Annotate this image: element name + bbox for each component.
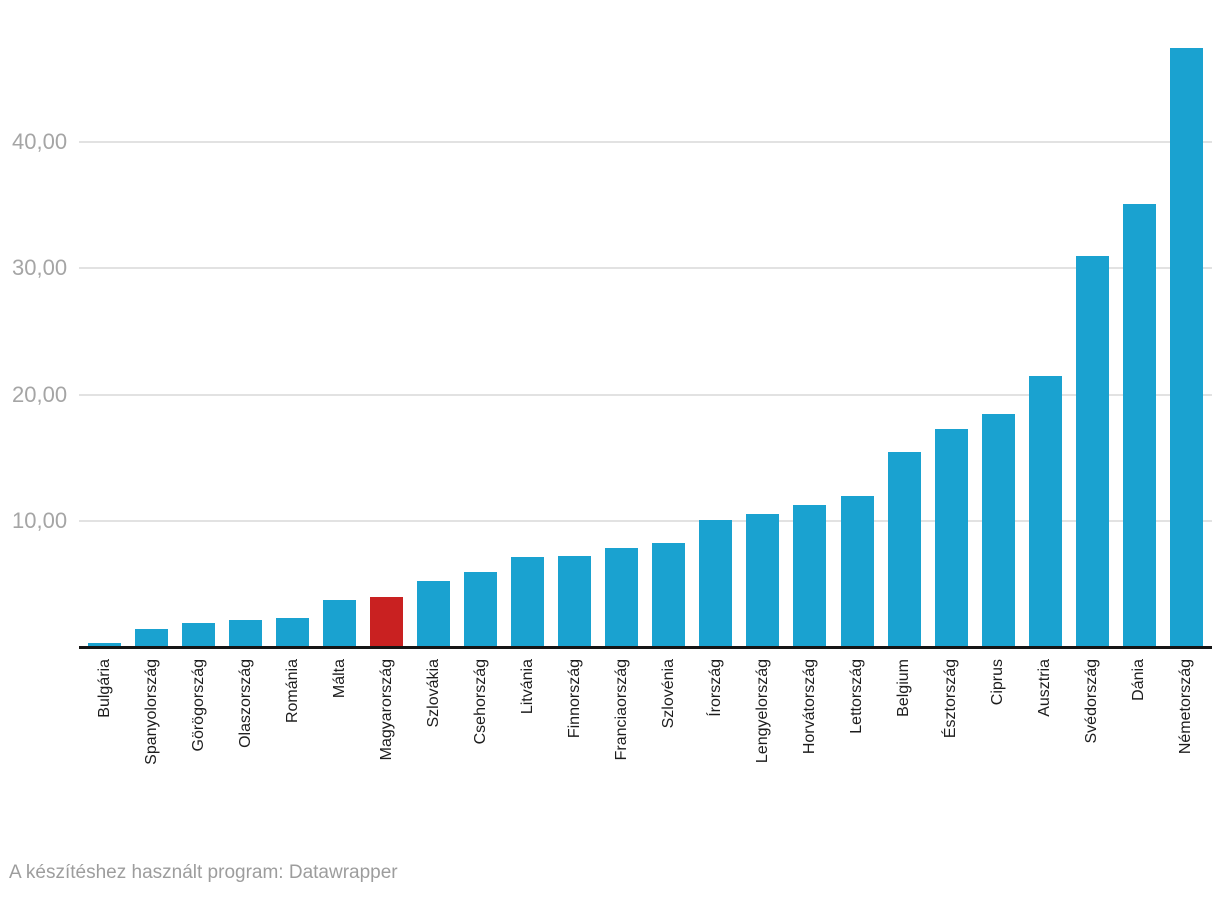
x-label-cell: Lettország	[841, 659, 874, 734]
bar-szlovákia	[417, 580, 451, 648]
x-label-cell: Csehország	[464, 659, 497, 744]
x-label-cell: Finnország	[558, 659, 591, 738]
x-label-cell: Dánia	[1123, 659, 1156, 701]
bar-lettország	[840, 496, 874, 648]
x-category-label: Belgium	[895, 659, 913, 717]
x-category-label: Írország	[706, 659, 724, 717]
bar-svédország	[1075, 255, 1109, 648]
x-category-label: Ausztria	[1036, 659, 1054, 717]
gridline-10	[79, 520, 1212, 523]
x-category-label: Horvátország	[800, 659, 818, 755]
x-axis-category-labels: Bulgária Spanyolország Görögország Olaszors…	[79, 659, 1212, 765]
x-category-label: Bulgária	[95, 659, 113, 718]
x-label-cell: Magyarország	[370, 659, 403, 760]
bar-spanyolország	[135, 629, 169, 648]
x-label-cell: Szlovénia	[652, 659, 685, 728]
x-label-cell: Svédország	[1076, 659, 1109, 744]
x-label-cell: Ciprus	[982, 659, 1015, 705]
bar-szlovénia	[652, 542, 686, 648]
x-category-label: Spanyolország	[142, 659, 160, 765]
x-label-cell: Románia	[276, 659, 309, 723]
x-category-label: Lettország	[848, 659, 865, 734]
x-label-cell: Olaszország	[229, 659, 262, 748]
bar-franciaország	[605, 548, 639, 648]
x-category-label: Olaszország	[236, 659, 254, 748]
bar-finnország	[558, 555, 592, 648]
x-category-label: Csehország	[471, 659, 489, 745]
x-label-cell: Ausztria	[1029, 659, 1062, 717]
x-category-label: Svédország	[1083, 659, 1101, 744]
bar-bulgária	[88, 642, 121, 648]
x-category-label: Málta	[330, 659, 348, 699]
bar-litvánia	[511, 556, 545, 648]
x-axis-line	[79, 646, 1212, 649]
x-category-label: Románia	[283, 659, 301, 724]
x-category-label: Litvánia	[518, 659, 536, 715]
x-category-label: Ciprus	[989, 659, 1007, 706]
x-label-cell: Görögország	[182, 659, 215, 752]
bar-németország	[1169, 48, 1203, 648]
bar-magyarország	[370, 597, 404, 648]
bar-csehország	[464, 572, 498, 648]
gridline-20	[79, 393, 1212, 396]
bar-görögország	[182, 622, 216, 648]
y-tick-label: 10,00	[12, 508, 68, 534]
x-category-label: Finnország	[565, 659, 583, 739]
x-label-cell: Belgium	[888, 659, 921, 717]
y-tick-label: 40,00	[12, 128, 68, 154]
y-tick-label: 20,00	[12, 381, 68, 407]
x-label-cell: Lengyelország	[746, 659, 779, 763]
bar-ausztria	[1028, 375, 1062, 648]
gridline-30	[79, 267, 1212, 270]
bar-málta	[323, 599, 357, 648]
x-category-label: Magyarország	[377, 659, 395, 761]
x-label-cell: Litvánia	[511, 659, 544, 714]
x-label-cell: Észtország	[935, 659, 968, 738]
bar-series	[79, 0, 1212, 648]
x-label-cell: Franciaország	[605, 659, 638, 760]
bar-dánia	[1122, 203, 1156, 648]
bar-románia	[276, 617, 310, 648]
x-label-cell: Spanyolország	[135, 659, 168, 765]
bar-horvátország	[793, 504, 827, 648]
x-label-cell: Írország	[699, 659, 732, 717]
gridlines	[79, 0, 1212, 648]
bar-írország	[699, 520, 733, 648]
x-category-label: Dánia	[1130, 659, 1148, 701]
x-label-cell: Szlovákia	[417, 659, 450, 727]
gridline-40	[79, 140, 1212, 143]
y-tick-label: 30,00	[12, 255, 68, 281]
x-label-cell: Németország	[1170, 659, 1203, 754]
x-category-label: Szlovákia	[424, 659, 442, 728]
bar-ciprus	[981, 413, 1015, 648]
x-label-cell: Bulgária	[88, 659, 121, 718]
x-category-label: Lengyelország	[753, 659, 771, 764]
x-category-label: Észtország	[942, 659, 960, 739]
x-category-label: Szlovénia	[659, 659, 677, 729]
x-category-label: Németország	[1177, 659, 1195, 755]
bar-észtország	[934, 429, 968, 648]
x-label-cell: Horvátország	[793, 659, 826, 754]
bar-belgium	[887, 451, 921, 648]
attribution-note: A készítéshez használt program: Datawrap…	[9, 862, 398, 883]
bar-lengyelország	[746, 513, 780, 648]
x-category-label: Görögország	[189, 659, 207, 752]
bar-olaszország	[229, 620, 263, 648]
x-label-cell: Málta	[323, 659, 356, 698]
x-category-label: Franciaország	[612, 659, 630, 761]
